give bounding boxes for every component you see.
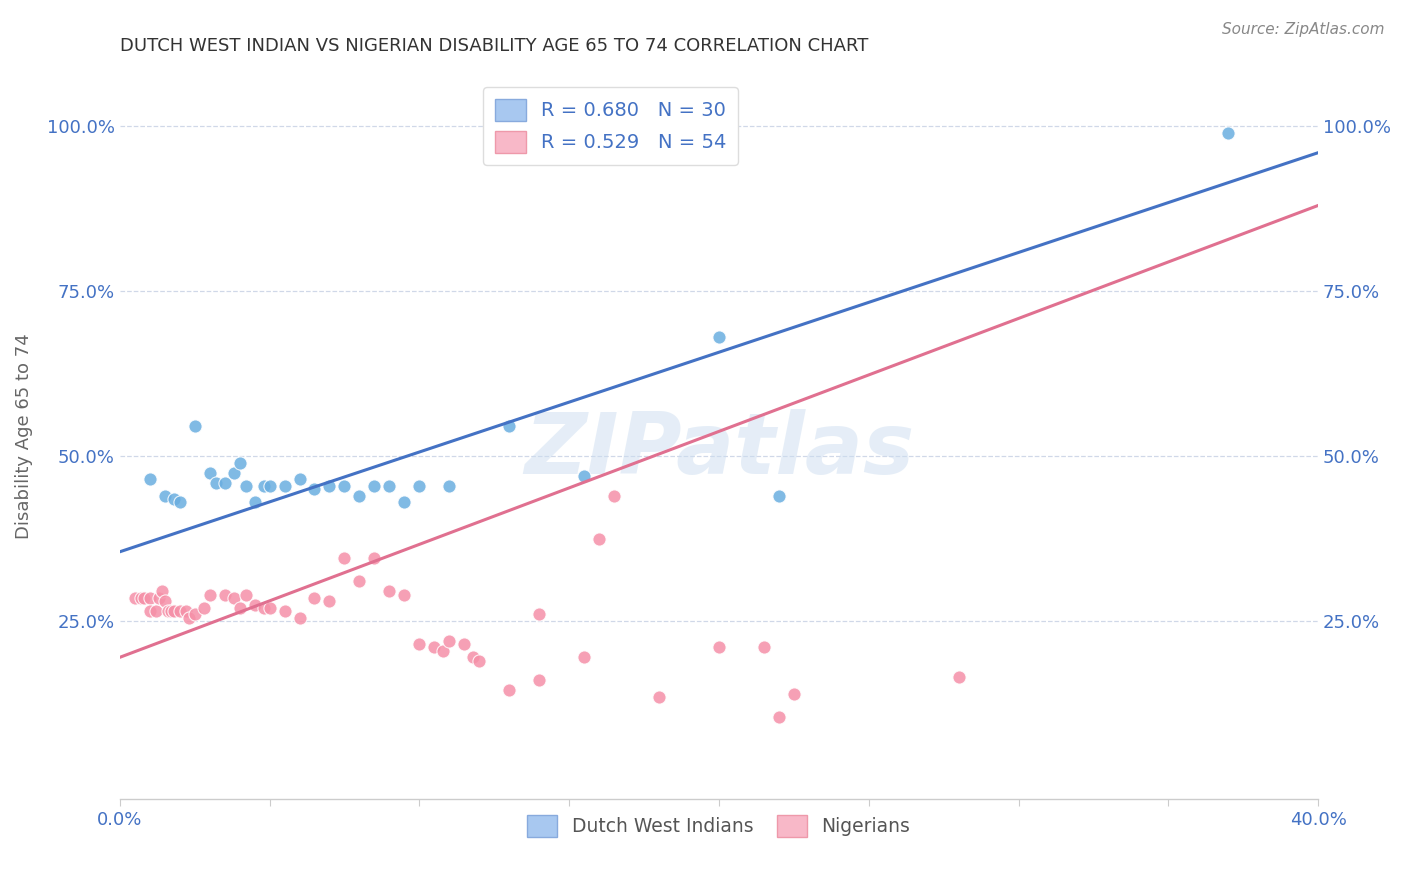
Point xyxy=(363,479,385,493)
Point xyxy=(198,588,221,602)
Point xyxy=(468,654,491,668)
Point xyxy=(259,479,281,493)
Point xyxy=(193,600,215,615)
Point xyxy=(439,479,461,493)
Point xyxy=(394,588,416,602)
Point xyxy=(304,482,326,496)
Point xyxy=(333,551,356,566)
Point xyxy=(378,584,401,599)
Point xyxy=(153,594,176,608)
Point xyxy=(752,640,775,655)
Point xyxy=(273,479,295,493)
Point xyxy=(235,588,257,602)
Point xyxy=(363,551,385,566)
Point xyxy=(527,607,550,622)
Point xyxy=(214,475,236,490)
Point xyxy=(588,532,610,546)
Point xyxy=(408,637,430,651)
Point xyxy=(204,475,226,490)
Point xyxy=(163,491,186,506)
Point xyxy=(145,604,167,618)
Y-axis label: Disability Age 65 to 74: Disability Age 65 to 74 xyxy=(15,334,32,540)
Point xyxy=(228,456,250,470)
Legend: Dutch West Indians, Nigerians: Dutch West Indians, Nigerians xyxy=(520,807,918,844)
Point xyxy=(169,604,191,618)
Point xyxy=(243,598,266,612)
Point xyxy=(648,690,671,704)
Point xyxy=(527,673,550,688)
Point xyxy=(463,650,485,665)
Point xyxy=(423,640,446,655)
Point xyxy=(288,472,311,486)
Point xyxy=(318,594,340,608)
Point xyxy=(156,604,179,618)
Point xyxy=(228,600,250,615)
Point xyxy=(768,489,790,503)
Point xyxy=(138,591,160,605)
Point xyxy=(198,466,221,480)
Point xyxy=(252,600,274,615)
Point xyxy=(603,489,626,503)
Point xyxy=(318,479,340,493)
Point xyxy=(707,330,730,344)
Point xyxy=(214,588,236,602)
Point xyxy=(138,472,160,486)
Point xyxy=(222,591,245,605)
Point xyxy=(304,591,326,605)
Point xyxy=(183,607,205,622)
Point xyxy=(129,591,152,605)
Point xyxy=(349,489,371,503)
Point xyxy=(153,489,176,503)
Point xyxy=(288,611,311,625)
Point xyxy=(138,604,160,618)
Point xyxy=(124,591,146,605)
Point xyxy=(177,611,200,625)
Point xyxy=(159,604,181,618)
Text: ZIPatlas: ZIPatlas xyxy=(524,409,914,492)
Point xyxy=(707,640,730,655)
Point xyxy=(150,584,173,599)
Point xyxy=(1218,126,1240,140)
Point xyxy=(453,637,475,651)
Point xyxy=(572,469,595,483)
Point xyxy=(333,479,356,493)
Point xyxy=(174,604,197,618)
Point xyxy=(408,479,430,493)
Point xyxy=(394,495,416,509)
Point xyxy=(148,591,170,605)
Point xyxy=(349,574,371,589)
Point xyxy=(273,604,295,618)
Point xyxy=(259,600,281,615)
Point xyxy=(169,495,191,509)
Text: Source: ZipAtlas.com: Source: ZipAtlas.com xyxy=(1222,22,1385,37)
Point xyxy=(243,495,266,509)
Point xyxy=(252,479,274,493)
Point xyxy=(768,709,790,723)
Point xyxy=(498,120,520,134)
Point xyxy=(432,644,454,658)
Point xyxy=(439,633,461,648)
Text: DUTCH WEST INDIAN VS NIGERIAN DISABILITY AGE 65 TO 74 CORRELATION CHART: DUTCH WEST INDIAN VS NIGERIAN DISABILITY… xyxy=(120,37,868,55)
Point xyxy=(498,419,520,434)
Point xyxy=(163,604,186,618)
Point xyxy=(132,591,155,605)
Point xyxy=(222,466,245,480)
Point xyxy=(378,479,401,493)
Point xyxy=(235,479,257,493)
Point xyxy=(183,419,205,434)
Point xyxy=(572,650,595,665)
Point xyxy=(948,670,970,684)
Point xyxy=(498,683,520,698)
Point xyxy=(783,687,806,701)
